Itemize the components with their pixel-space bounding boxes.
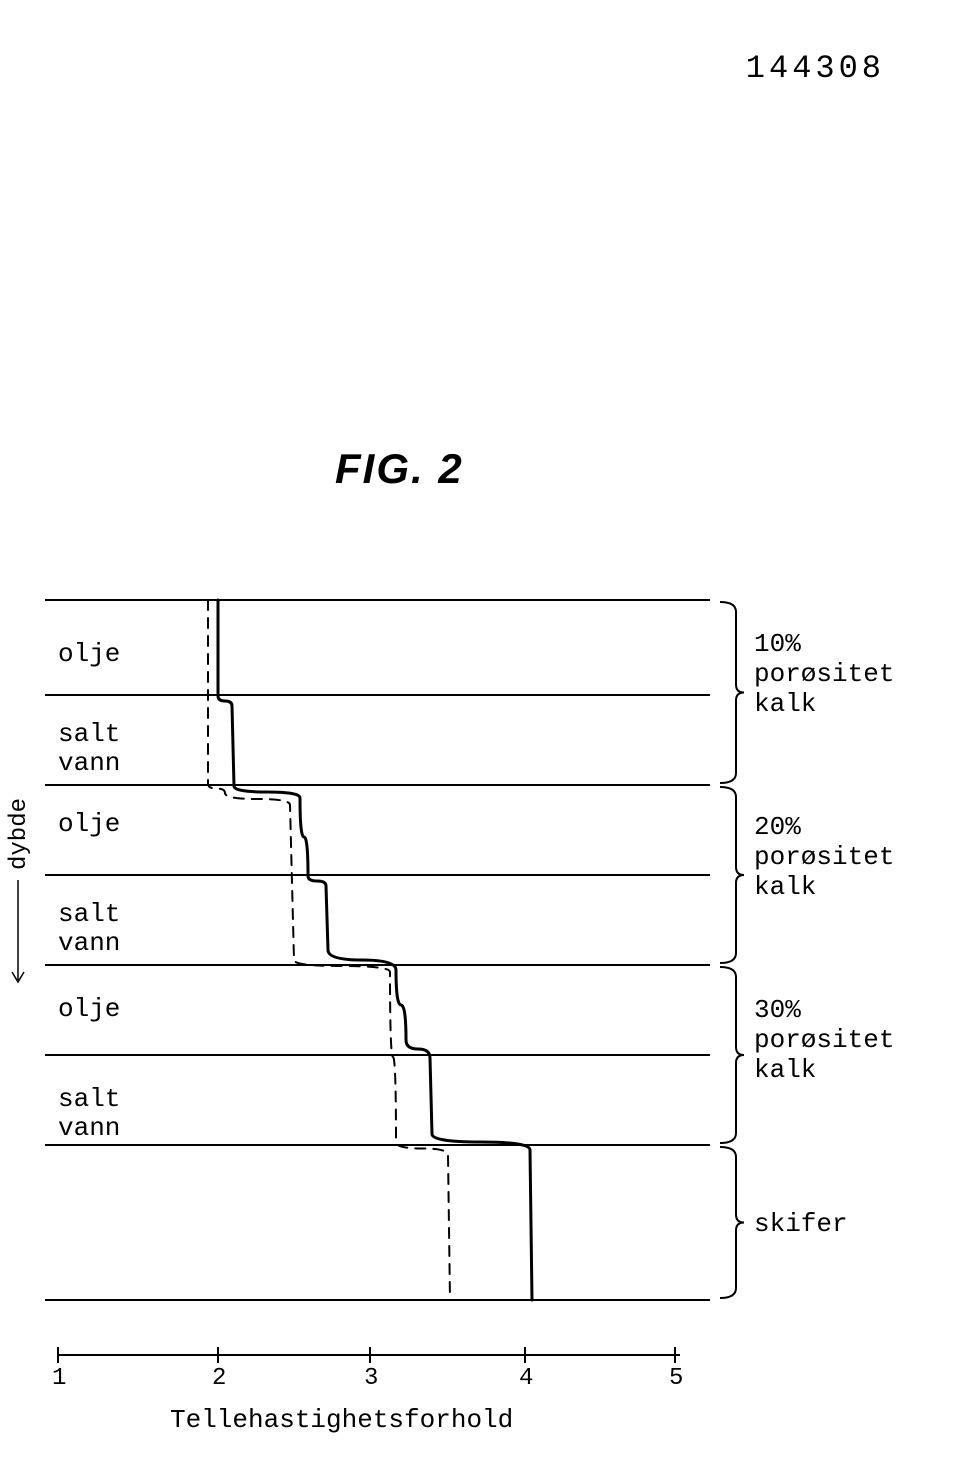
row-label: salt vann [58, 900, 120, 957]
right-label: 30% porøsitet kalk [754, 996, 894, 1086]
x-axis-label: Tellehastighetsforhold [170, 1405, 513, 1435]
chart [0, 0, 960, 1459]
x-tick-label: 2 [212, 1365, 226, 1392]
x-tick-label: 5 [669, 1365, 683, 1392]
right-label: skifer [754, 1210, 848, 1240]
row-label: olje [58, 640, 120, 669]
right-label: 10% porøsitet kalk [754, 630, 894, 720]
x-tick-label: 1 [52, 1365, 66, 1392]
row-label: salt vann [58, 720, 120, 777]
row-label: salt vann [58, 1085, 120, 1142]
x-tick-label: 3 [364, 1365, 378, 1392]
row-label: olje [58, 810, 120, 839]
page: 144308 FIG. 2 dybde oljesalt vannoljesal… [0, 0, 960, 1459]
row-label: olje [58, 995, 120, 1024]
x-tick-label: 4 [519, 1365, 533, 1392]
right-label: 20% porøsitet kalk [754, 813, 894, 903]
